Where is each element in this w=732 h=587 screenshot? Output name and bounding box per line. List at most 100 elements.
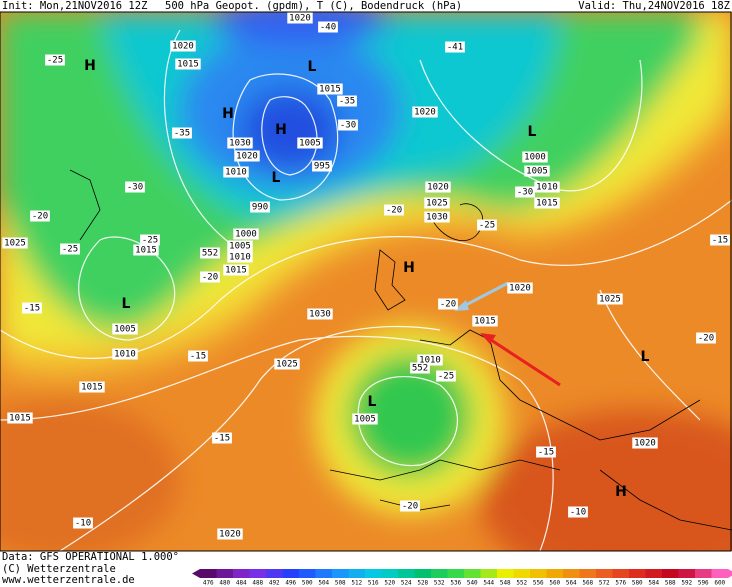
temperature-label-box (188, 350, 208, 362)
scale-swatch (645, 569, 662, 578)
isobar-label: 1020 (427, 183, 449, 193)
url: www.wetterzentrale.de (2, 574, 135, 586)
scale-label: 540 (467, 580, 478, 587)
isobar-label-box (534, 197, 560, 209)
temperature-label-box (436, 370, 456, 382)
valid-time: Valid: Thu,24NOV2016 18Z (578, 0, 730, 12)
temperature-label: -15 (24, 304, 40, 314)
scale-label: 584 (648, 580, 659, 587)
isobar-label-box (223, 166, 249, 178)
temperature-label-box (337, 95, 357, 107)
isobar-label-box (597, 293, 623, 305)
pressure-center: L (272, 170, 281, 186)
scale-label: 516 (368, 580, 379, 587)
isobar-label: 995 (314, 162, 330, 172)
scale-label: 508 (335, 580, 346, 587)
scale-swatch (431, 569, 448, 578)
isobar-label-box (417, 354, 443, 366)
isobar-label-box (424, 197, 450, 209)
isobar-label: 1000 (524, 153, 546, 163)
temperature-label-box (515, 186, 535, 198)
pressure-center: L (308, 59, 317, 75)
scale-label: 512 (351, 580, 362, 587)
isobar-label: 1020 (509, 284, 531, 294)
temperature-label: -20 (32, 212, 48, 222)
arrow-head (480, 333, 496, 344)
temperature-label: -20 (202, 273, 218, 283)
temperature-label-box (125, 181, 145, 193)
isobar-label-box (522, 151, 548, 163)
pressure-center: H (403, 260, 415, 276)
pressure-center: H (615, 484, 627, 500)
scale-label: 548 (500, 580, 511, 587)
isobar-label: 1000 (235, 230, 257, 240)
scale-swatch (332, 569, 349, 578)
pressure-center: L (122, 296, 131, 312)
map-labels: 1020 1015 1020 1015 1030 1005 1020 1010 995 990 10… (2, 12, 730, 540)
isobar-label: 1005 (114, 325, 136, 335)
scale-swatch (414, 569, 431, 578)
scale-swatch (216, 569, 233, 578)
scale-arrow (192, 569, 200, 578)
temperature-label-box (22, 302, 42, 314)
isobar-label: 1025 (599, 295, 621, 305)
isobar-label: 1005 (299, 139, 321, 149)
scale-label: 488 (252, 580, 263, 587)
scale-swatch (480, 569, 497, 578)
scale-label: 500 (302, 580, 313, 587)
scale-label: 476 (203, 580, 214, 587)
scale-swatch (365, 569, 382, 578)
scale-label: 536 (450, 580, 461, 587)
product: 500 hPa Geopot. (gpdm), T (C), Bodendruc… (165, 0, 462, 12)
scale-swatch (315, 569, 332, 578)
temperature-label: -30 (340, 121, 356, 131)
pressure-center: L (528, 124, 537, 140)
pressure-center: H (222, 106, 234, 122)
temperature-label-box (200, 271, 220, 283)
scale-label: 496 (285, 580, 296, 587)
temperature-label-box (212, 432, 232, 444)
isobar-label-box (425, 181, 451, 193)
isobar-label-box (274, 358, 300, 370)
isobar-label: 1020 (414, 108, 436, 118)
arrow (459, 281, 509, 310)
scale-swatch (678, 569, 695, 578)
temperature-label-box (400, 500, 420, 512)
isobar-label: 1025 (426, 199, 448, 209)
scale-label: 552 (516, 580, 527, 587)
temperature-label: -10 (75, 519, 91, 529)
isobar-label-box (227, 137, 253, 149)
temperature-label: -20 (440, 300, 456, 310)
scale-label: 564 (566, 580, 577, 587)
isobar-label: 1025 (276, 360, 298, 370)
isobar-label-box (170, 40, 196, 52)
isobar-label: 1010 (225, 168, 247, 178)
temperature-label: -25 (438, 372, 454, 382)
scale-arrow (728, 569, 732, 578)
isobar-label-box (133, 244, 159, 256)
isobar-label: 1025 (4, 239, 26, 249)
copyright: (C) Wetterzentrale (2, 563, 116, 575)
isobar-label: 1015 (81, 383, 103, 393)
isobar-label-box (217, 528, 243, 540)
scale-swatch (299, 569, 316, 578)
scale-label: 576 (615, 580, 626, 587)
isobar-label: 1010 (536, 183, 558, 193)
height-label-box (410, 362, 430, 374)
pressure-center: L (641, 349, 650, 365)
isobar-label-box (175, 58, 201, 70)
scale-label: 560 (549, 580, 560, 587)
isobar-label: 1010 (114, 350, 136, 360)
isobar-label-box (524, 165, 550, 177)
temperature-label: -10 (570, 508, 586, 518)
data-source: Data: GFS OPERATIONAL 1.000° (2, 551, 179, 563)
isobar-label: 1015 (225, 266, 247, 276)
isobar-label: 1020 (172, 42, 194, 52)
isobar-label: 1030 (426, 213, 448, 223)
temperature-label: -15 (190, 352, 206, 362)
isobar-label-box (412, 106, 438, 118)
isobar-label-box (227, 251, 253, 263)
temperature-label: -20 (698, 334, 714, 344)
temperature-label: -30 (517, 188, 533, 198)
